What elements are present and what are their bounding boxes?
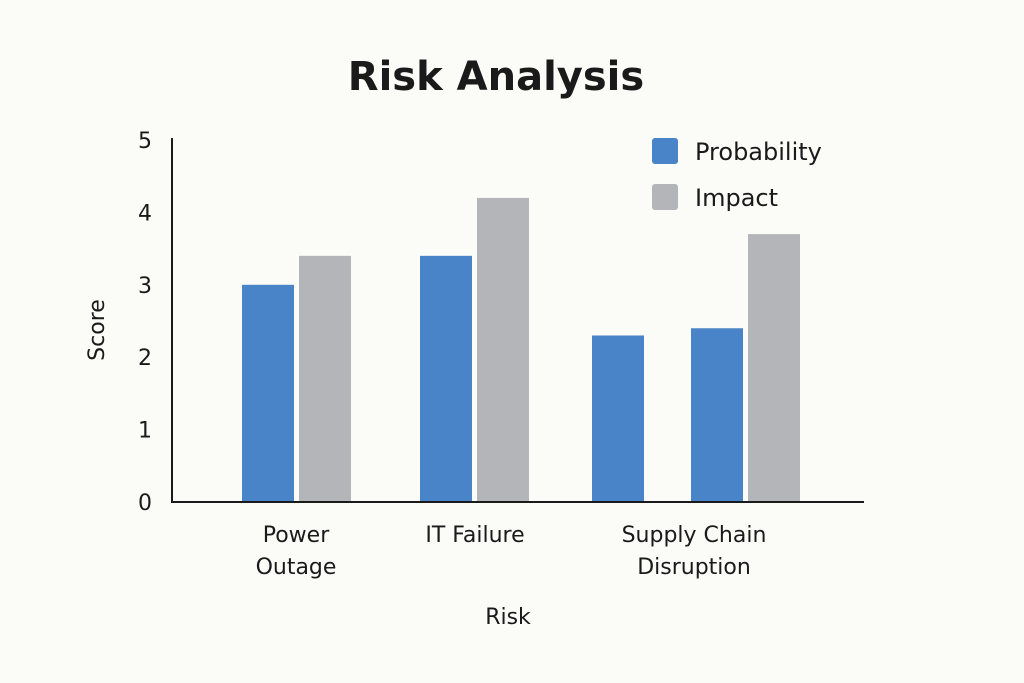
x-category-label: Disruption [637,555,751,580]
chart-title: Risk Analysis [348,54,644,100]
y-axis-label: Score [85,299,110,361]
y-tick-label: 1 [138,419,152,444]
x-category-label: Power [263,523,330,548]
bar-impact [299,255,351,502]
bar-impact [748,234,800,502]
bar-probability [691,328,743,502]
y-tick-label: 2 [138,346,152,371]
y-tick-label: 3 [138,274,152,299]
bar-probability [592,335,644,502]
y-tick-label: 4 [138,201,152,226]
x-axis-label: Risk [485,605,531,630]
legend-swatch-impact [652,184,678,210]
legend-label-impact: Impact [695,184,778,212]
legend-swatch-probability [652,138,678,164]
legend-label-probability: Probability [695,138,822,166]
bars-group [242,197,800,503]
x-category-label: Supply Chain [622,523,767,548]
x-category-label: IT Failure [425,523,524,548]
y-tick-label: 5 [138,129,152,154]
legend: Probability Impact [652,138,822,212]
x-category-label: Outage [256,555,337,580]
y-tick-label: 0 [138,491,152,516]
x-axis-category-labels: Power Outage IT Failure Supply Chain Disrupt… [256,523,767,580]
bar-impact [477,197,529,503]
y-axis-ticks: 0 1 2 3 4 5 [138,129,152,516]
bar-probability [242,284,294,502]
bar-probability [420,255,472,502]
